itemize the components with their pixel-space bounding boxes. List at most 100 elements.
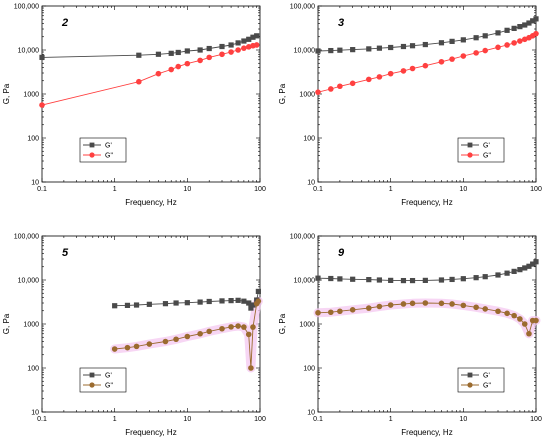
plot-frame [41,5,261,183]
legend-label: G" [105,153,113,160]
data-point [422,62,429,69]
data-point [387,302,394,308]
legend-box [457,367,505,393]
data-point [504,42,510,48]
data-point [376,45,383,51]
y-axis-label: G, Pa [2,83,11,104]
data-point [248,365,254,371]
data-point [136,52,142,58]
data-point [409,43,416,49]
y-tick-label: 1000 [23,92,39,99]
data-point [250,302,256,308]
data-point [400,68,407,74]
data-point [250,34,256,40]
data-point [168,66,175,73]
legend: G' G" [457,367,505,393]
y-tick-label: 100 [303,366,315,373]
data-point [219,43,225,50]
x-tick-label: 100 [530,186,542,193]
data-point [473,35,479,41]
data-point [241,324,247,330]
data-point [197,330,203,337]
legend-marker [89,382,95,388]
data-point [517,24,523,30]
data-point [460,276,466,282]
data-point [365,76,372,83]
data-point [376,303,383,310]
data-point [400,277,407,284]
data-point [495,272,501,278]
data-point [438,58,445,65]
data-point [173,336,179,343]
data-point [376,277,383,283]
data-point [409,300,416,307]
data-point [39,102,45,108]
data-point [328,275,334,282]
data-point [530,18,536,24]
data-point [533,259,539,265]
data-point [197,47,203,53]
data-point [422,300,429,306]
data-point [235,47,241,53]
data-point [206,45,212,52]
data-point [517,267,523,273]
data-point [235,297,241,303]
data-point [526,263,532,269]
data-point [533,30,539,37]
data-point [376,74,383,80]
data-point [146,301,152,307]
data-point [162,301,169,307]
data-point [184,48,190,54]
y-tick-label: 1000 [23,322,39,329]
y-tick-label: 100,000 [290,234,315,241]
data-point [228,324,234,330]
x-tick-label: 100 [530,416,542,423]
y-tick-label: 10 [31,180,39,187]
data-point [133,302,140,308]
data-point [511,312,517,319]
data-point [124,344,131,351]
x-tick-label: 100 [254,186,266,193]
data-point [245,44,252,50]
data-point [495,308,501,315]
data-point [495,44,501,51]
data-point [228,42,234,48]
data-point [350,47,356,53]
data-point [526,330,532,337]
legend-box [79,367,127,393]
legend-box [457,137,505,163]
data-point [337,47,343,53]
data-point [219,298,225,304]
legend-marker [89,142,95,148]
data-point [255,298,262,304]
data-point [206,328,213,335]
y-tick-label: 100 [303,136,315,143]
data-point [504,270,510,276]
data-point [206,298,212,305]
x-axis-label: Frequency, Hz [401,198,452,207]
x-tick-label: 10 [183,416,191,423]
data-point [248,305,254,311]
data-point [315,309,321,316]
data-point [337,276,343,282]
panel-label: 2 [61,17,68,29]
data-point [173,300,179,306]
legend-marker [89,372,95,378]
data-point [246,36,252,42]
x-tick-label: 1 [389,416,393,423]
data-point [246,300,252,306]
data-point [349,307,356,313]
data-point [254,33,260,39]
data-point [449,301,455,307]
data-point [438,40,445,46]
data-point [526,20,532,26]
data-point [184,60,191,67]
data-point [245,331,252,338]
data-point [235,323,241,329]
data-point [400,43,407,50]
data-point [255,288,261,295]
x-tick-label: 10 [459,186,467,193]
data-point [175,49,181,56]
data-point [473,304,479,311]
y-tick-label: 10,000 [294,278,316,285]
